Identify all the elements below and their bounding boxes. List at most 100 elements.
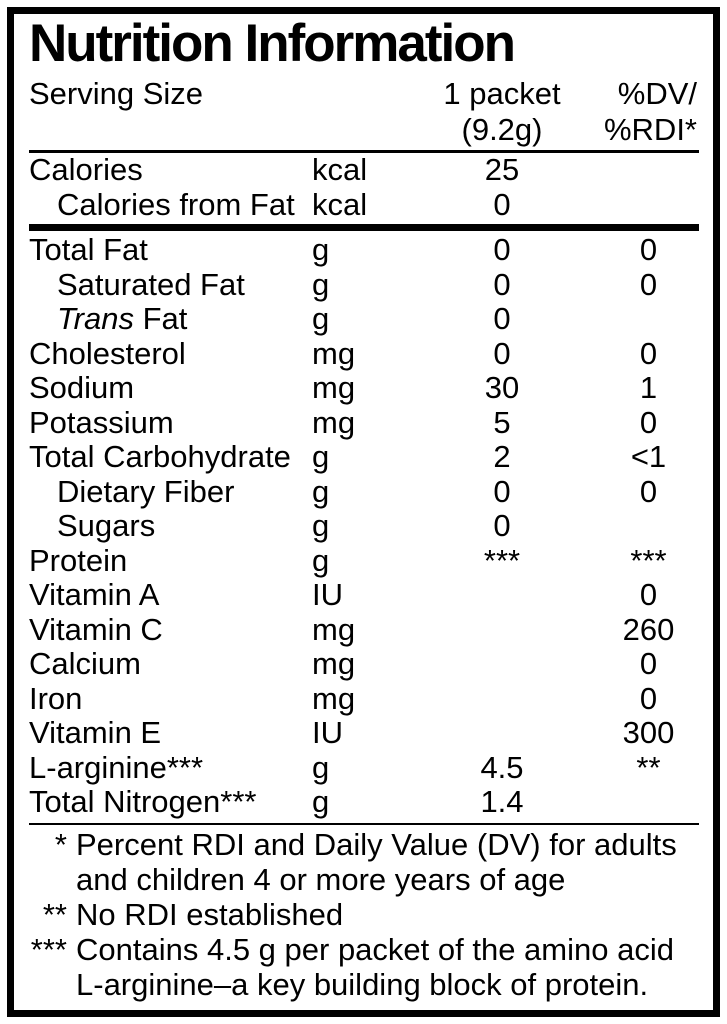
serving-amount-line1: 1 packet <box>443 76 561 111</box>
dv-cell: 0 <box>639 335 658 371</box>
nutrient-name: Fat <box>133 301 188 336</box>
dv-cell <box>570 785 699 820</box>
nutrient-row: Sodium mg 30 1 <box>29 370 699 406</box>
nutrient-row: Vitamin A IU 0 <box>29 577 699 613</box>
nutrient-label-cell: Calcium <box>29 646 312 682</box>
nutrient-name: Sugars <box>57 508 156 543</box>
unit-cell: g <box>312 266 330 302</box>
nutrient-row: Cholesterol mg 0 0 <box>29 335 699 372</box>
serving-amount-header: 1 packet (9.2g) <box>434 76 570 148</box>
nutrient-label-cell: Total Carbohydrate <box>29 439 312 475</box>
dv-cell <box>570 302 699 337</box>
amount-cell: 0 <box>493 473 511 509</box>
footnote-marker: * <box>54 826 67 862</box>
amount-cell <box>434 613 570 648</box>
amount-cell <box>434 682 570 717</box>
unit-cell: mg <box>312 611 356 647</box>
unit-cell: g <box>312 301 330 336</box>
nutrient-name: Iron <box>29 680 83 716</box>
footnote: * Percent RDI and Daily Value (DV) for a… <box>29 827 699 897</box>
unit-cell: g <box>312 542 330 578</box>
dv-cell <box>570 509 699 544</box>
unit-cell: mg <box>312 335 356 371</box>
unit-cell: g <box>312 232 330 267</box>
nutrient-name: L-arginine*** <box>29 749 204 785</box>
dv-cell: 0 <box>639 232 658 267</box>
unit-cell: g <box>312 439 330 474</box>
unit-cell: mg <box>312 404 356 440</box>
nutrient-label-cell: Vitamin E <box>29 715 312 751</box>
amount-cell: 30 <box>484 370 520 405</box>
nutrient-label-cell: Cholesterol <box>29 335 312 372</box>
nutrient-label-cell: Total Fat <box>29 232 312 268</box>
nutrient-label-cell: Protein <box>29 542 312 579</box>
unit-cell: IU <box>312 577 343 612</box>
nutrient-row: Potassium mg 5 0 <box>29 404 699 441</box>
nutrient-row: Iron mg 0 <box>29 680 699 717</box>
amount-cell: 1.4 <box>480 784 524 819</box>
footnote: *** Contains 4.5 g per packet of the ami… <box>29 932 699 1002</box>
nutrient-row: Protein g *** *** <box>29 542 699 579</box>
nutrient-row: Saturated Fat g 0 0 <box>29 266 699 303</box>
amount-cell <box>434 716 570 751</box>
unit-cell: kcal <box>312 186 368 222</box>
nutrient-name: Saturated Fat <box>57 266 245 302</box>
nutrient-label-cell: Vitamin A <box>29 577 312 613</box>
nutrient-row: Vitamin C mg 260 <box>29 611 699 648</box>
nutrient-label-cell: Dietary Fiber <box>29 473 312 510</box>
amount-cell: 0 <box>493 266 511 302</box>
nutrient-label-cell: Potassium <box>29 405 312 441</box>
nutrient-label-cell: Sugars <box>29 508 312 544</box>
dv-cell: *** <box>630 542 667 578</box>
serving-size-label: Serving Size <box>29 76 204 111</box>
nutrient-row: Calories from Fat kcal 0 <box>29 186 699 223</box>
unit-cell: mg <box>312 646 356 681</box>
nutrient-row: Sugars g 0 <box>29 508 699 544</box>
nutrient-name: Protein <box>29 542 128 578</box>
nutrient-row: Trans Fat g 0 <box>29 301 699 337</box>
serving-amount-line2: (9.2g) <box>461 112 543 147</box>
dv-header-line2: %RDI* <box>603 112 697 147</box>
amount-cell: 0 <box>493 186 511 222</box>
dv-cell: 0 <box>639 404 658 440</box>
nutrient-name-italic: Trans <box>57 301 134 336</box>
amount-cell: 0 <box>493 232 511 267</box>
column-header-row: Serving Size 1 packet (9.2g) %DV/ %RDI* <box>29 76 699 148</box>
dv-cell: 1 <box>639 370 658 405</box>
dv-column-header: %DV/ %RDI* <box>570 76 699 148</box>
nutrient-label-cell: Calories from Fat <box>29 187 312 223</box>
dv-cell <box>570 153 699 188</box>
amount-cell: 0 <box>493 508 511 543</box>
nutrient-rows: Calories kcal 25 Calories from Fat kcal … <box>29 152 699 820</box>
nutrient-name: Calories <box>29 152 143 187</box>
unit-cell: g <box>312 749 330 785</box>
amount-cell: 5 <box>493 404 511 440</box>
nutrient-name: Total Nitrogen*** <box>29 784 257 819</box>
footnotes: * Percent RDI and Daily Value (DV) for a… <box>29 827 699 1002</box>
amount-cell <box>434 578 570 613</box>
nutrient-row: Vitamin E IU 300 <box>29 715 699 751</box>
nutrient-row: Calories kcal 25 <box>29 152 699 188</box>
nutrient-name: Total Fat <box>29 232 148 267</box>
dv-cell: 260 <box>622 611 675 647</box>
unit-cell: kcal <box>312 152 368 187</box>
amount-cell: 4.5 <box>480 749 524 785</box>
footnote-divider <box>29 822 699 825</box>
dv-cell: ** <box>636 749 661 785</box>
nutrient-label-cell: Calories <box>29 152 312 188</box>
nutrient-name: Dietary Fiber <box>57 473 235 509</box>
nutrient-name: Total Carbohydrate <box>29 439 291 474</box>
label-title: Nutrition Information <box>29 14 516 73</box>
dv-cell: <1 <box>630 439 667 474</box>
footnote: ** No RDI established <box>29 897 699 932</box>
nutrient-row: Total Nitrogen*** g 1.4 <box>29 784 699 820</box>
footnote-text: Percent RDI and Daily Value (DV) for adu… <box>76 826 677 897</box>
header-divider <box>29 150 699 153</box>
footnote-text: No RDI established <box>76 896 344 932</box>
nutrient-row: L-arginine*** g 4.5 ** <box>29 749 699 786</box>
nutrient-name: Vitamin A <box>29 577 160 612</box>
unit-cell: mg <box>312 680 356 716</box>
nutrient-name: Cholesterol <box>29 335 186 371</box>
dv-header-line1: %DV/ <box>617 76 697 111</box>
footnote-text: Contains 4.5 g per packet of the amino a… <box>76 931 674 1002</box>
